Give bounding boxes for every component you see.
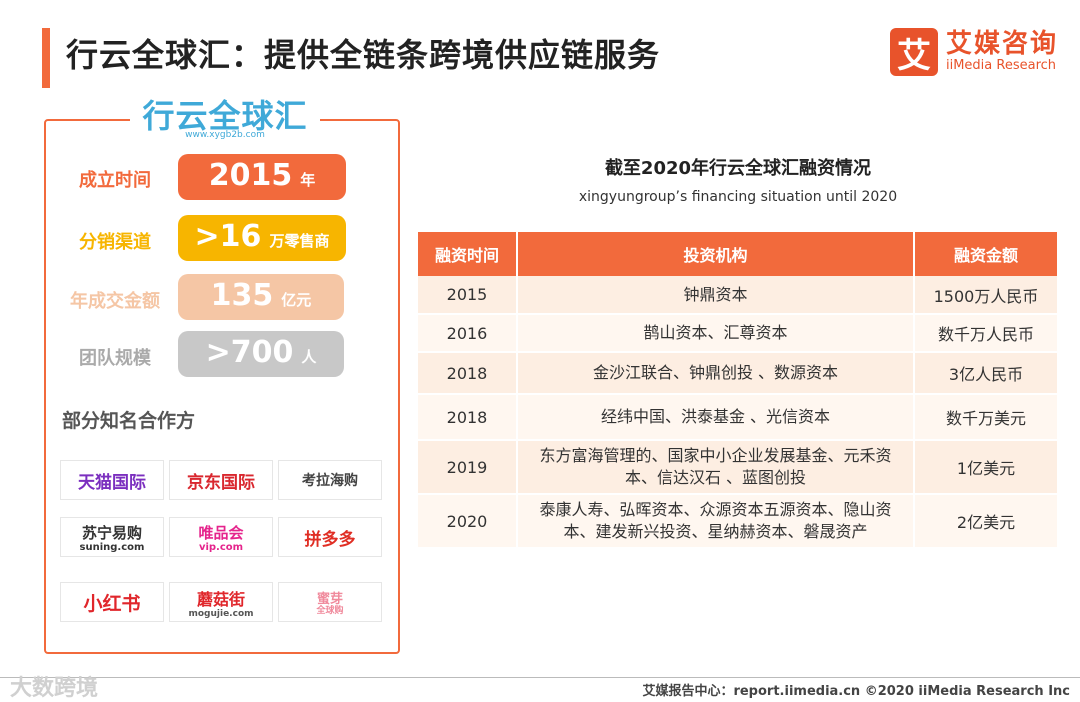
table-cell-investors: 钟鼎资本 [517, 276, 915, 315]
table-header-investors: 投资机构 [517, 232, 915, 276]
partner-logo-kaola: 考拉海购 [278, 460, 382, 500]
stat-unit-channels: 万零售商 [269, 232, 330, 250]
brand-logo: 艾 艾媒咨询 iiMedia Research [889, 28, 1058, 76]
stat-value-channels: >16 [194, 219, 262, 254]
table-cell-investors: 泰康人寿、弘晖资本、众源资本五源资本、隐山资本、建发新兴投资、星纳赫资本、磐晟资… [517, 494, 915, 549]
stat-label-channels: 分销渠道 [79, 232, 151, 253]
title-accent-bar [42, 28, 50, 88]
partner-logo-mia-name: 蜜芽 [316, 592, 343, 607]
company-logo-text-b: 全球汇 [208, 97, 308, 135]
table-cell-time: 2018 [418, 394, 518, 441]
stat-unit-team: 人 [301, 348, 317, 366]
table-title: 截至2020年行云全球汇融资情况 [604, 158, 872, 179]
partner-logo-xiaohongshu: 小红书 [60, 582, 164, 622]
table-row: 2018 经纬中国、洪泰基金 、光信资本 数千万美元 [418, 394, 1059, 441]
table-row: 2018 金沙江联合、钟鼎创投 、数源资本 3亿人民币 [418, 352, 1059, 395]
stat-value-founded: 2015 [208, 158, 293, 193]
partner-logo-mia: 蜜芽 全球购 [278, 582, 382, 622]
partners-title: 部分知名合作方 [62, 410, 196, 432]
partner-logo-tmall: 天猫国际 [60, 460, 164, 500]
partner-logo-suning-name: 苏宁易购 [81, 523, 142, 542]
partner-logo-suning-sub: suning.com [79, 541, 145, 553]
table-cell-amount: 1亿美元 [914, 440, 1059, 495]
stat-pill-gmv: 135 亿元 [178, 274, 344, 320]
financing-table: 融资时间 投资机构 融资金额 2015 钟鼎资本 1500万人民币 2016 鹊… [418, 232, 1059, 549]
stat-pill-founded: 2015 年 [178, 154, 346, 200]
table-cell-investors: 金沙江联合、钟鼎创投 、数源资本 [517, 352, 915, 395]
stat-label-team: 团队规模 [79, 348, 151, 369]
stat-value-team: >700 [205, 335, 294, 370]
table-cell-amount: 2亿美元 [914, 494, 1059, 549]
brand-name-cn: 艾媒咨询 [945, 29, 1058, 59]
footer-divider [0, 677, 1080, 678]
partner-logo-suning: 苏宁易购 suning.com [60, 517, 164, 557]
watermark: 大数跨境 [10, 676, 99, 701]
partner-logo-mia-sub: 全球购 [316, 606, 344, 616]
page-title: 行云全球汇：提供全链条跨境供应链服务 [66, 36, 661, 74]
table-row: 2019 东方富海管理的、国家中小企业发展基金、元禾资本、信达汉石 、蓝图创投 … [418, 440, 1059, 495]
partner-logo-mogujie-name: 蘑菇街 [196, 589, 245, 609]
partner-logo-vip-sub: vip.com [198, 541, 244, 553]
company-logo-url: www.xygb2b.com [185, 130, 265, 140]
stat-label-gmv: 年成交金额 [70, 291, 160, 312]
table-cell-amount: 3亿人民币 [914, 352, 1059, 395]
partner-logo-vip: 唯品会 vip.com [169, 517, 273, 557]
brand-name-en: iiMedia Research [945, 58, 1057, 73]
company-logo: 行云全球汇 www.xygb2b.com [130, 96, 320, 144]
stat-unit-gmv: 亿元 [281, 291, 312, 309]
table-cell-amount: 数千万美元 [914, 394, 1059, 441]
table-cell-investors: 东方富海管理的、国家中小企业发展基金、元禾资本、信达汉石 、蓝图创投 [517, 440, 915, 495]
partner-logo-jd: 京东国际 [169, 460, 273, 500]
table-row: 2016 鹊山资本、汇尊资本 数千万人民币 [418, 314, 1059, 353]
table-cell-time: 2020 [418, 494, 518, 549]
partner-logo-mogujie: 蘑菇街 mogujie.com [169, 582, 273, 622]
table-cell-time: 2018 [418, 352, 518, 395]
table-cell-time: 2015 [418, 276, 518, 315]
company-logo-text-a: 行云 [142, 97, 209, 135]
table-cell-time: 2016 [418, 314, 518, 353]
table-row: 2015 钟鼎资本 1500万人民币 [418, 276, 1059, 315]
partner-logo-mogujie-sub: mogujie.com [188, 608, 254, 619]
table-cell-amount: 1500万人民币 [914, 276, 1059, 315]
table-cell-investors: 鹊山资本、汇尊资本 [517, 314, 915, 353]
partner-logo-vip-name: 唯品会 [198, 523, 244, 542]
table-row: 2020 泰康人寿、弘晖资本、众源资本五源资本、隐山资本、建发新兴投资、星纳赫资… [418, 494, 1059, 549]
stat-unit-founded: 年 [300, 171, 316, 189]
footer-text: 艾媒报告中心：report.iimedia.cn ©2020 iiMedia R… [642, 684, 1070, 699]
table-cell-amount: 数千万人民币 [914, 314, 1059, 353]
table-header-amount: 融资金额 [914, 232, 1059, 276]
stat-value-gmv: 135 [210, 278, 274, 313]
table-header-row: 融资时间 投资机构 融资金额 [418, 232, 1059, 276]
table-cell-investors: 经纬中国、洪泰基金 、光信资本 [517, 394, 915, 441]
table-header-time: 融资时间 [418, 232, 518, 276]
stat-label-founded: 成立时间 [79, 170, 151, 191]
partner-logo-pinduoduo: 拼多多 [278, 517, 382, 557]
stat-pill-team: >700 人 [178, 331, 344, 377]
table-subtitle: xingyungroup’s financing situation until… [578, 189, 898, 205]
stat-pill-channels: >16 万零售商 [178, 215, 346, 261]
brand-icon: 艾 [889, 28, 938, 76]
table-cell-time: 2019 [418, 440, 518, 495]
